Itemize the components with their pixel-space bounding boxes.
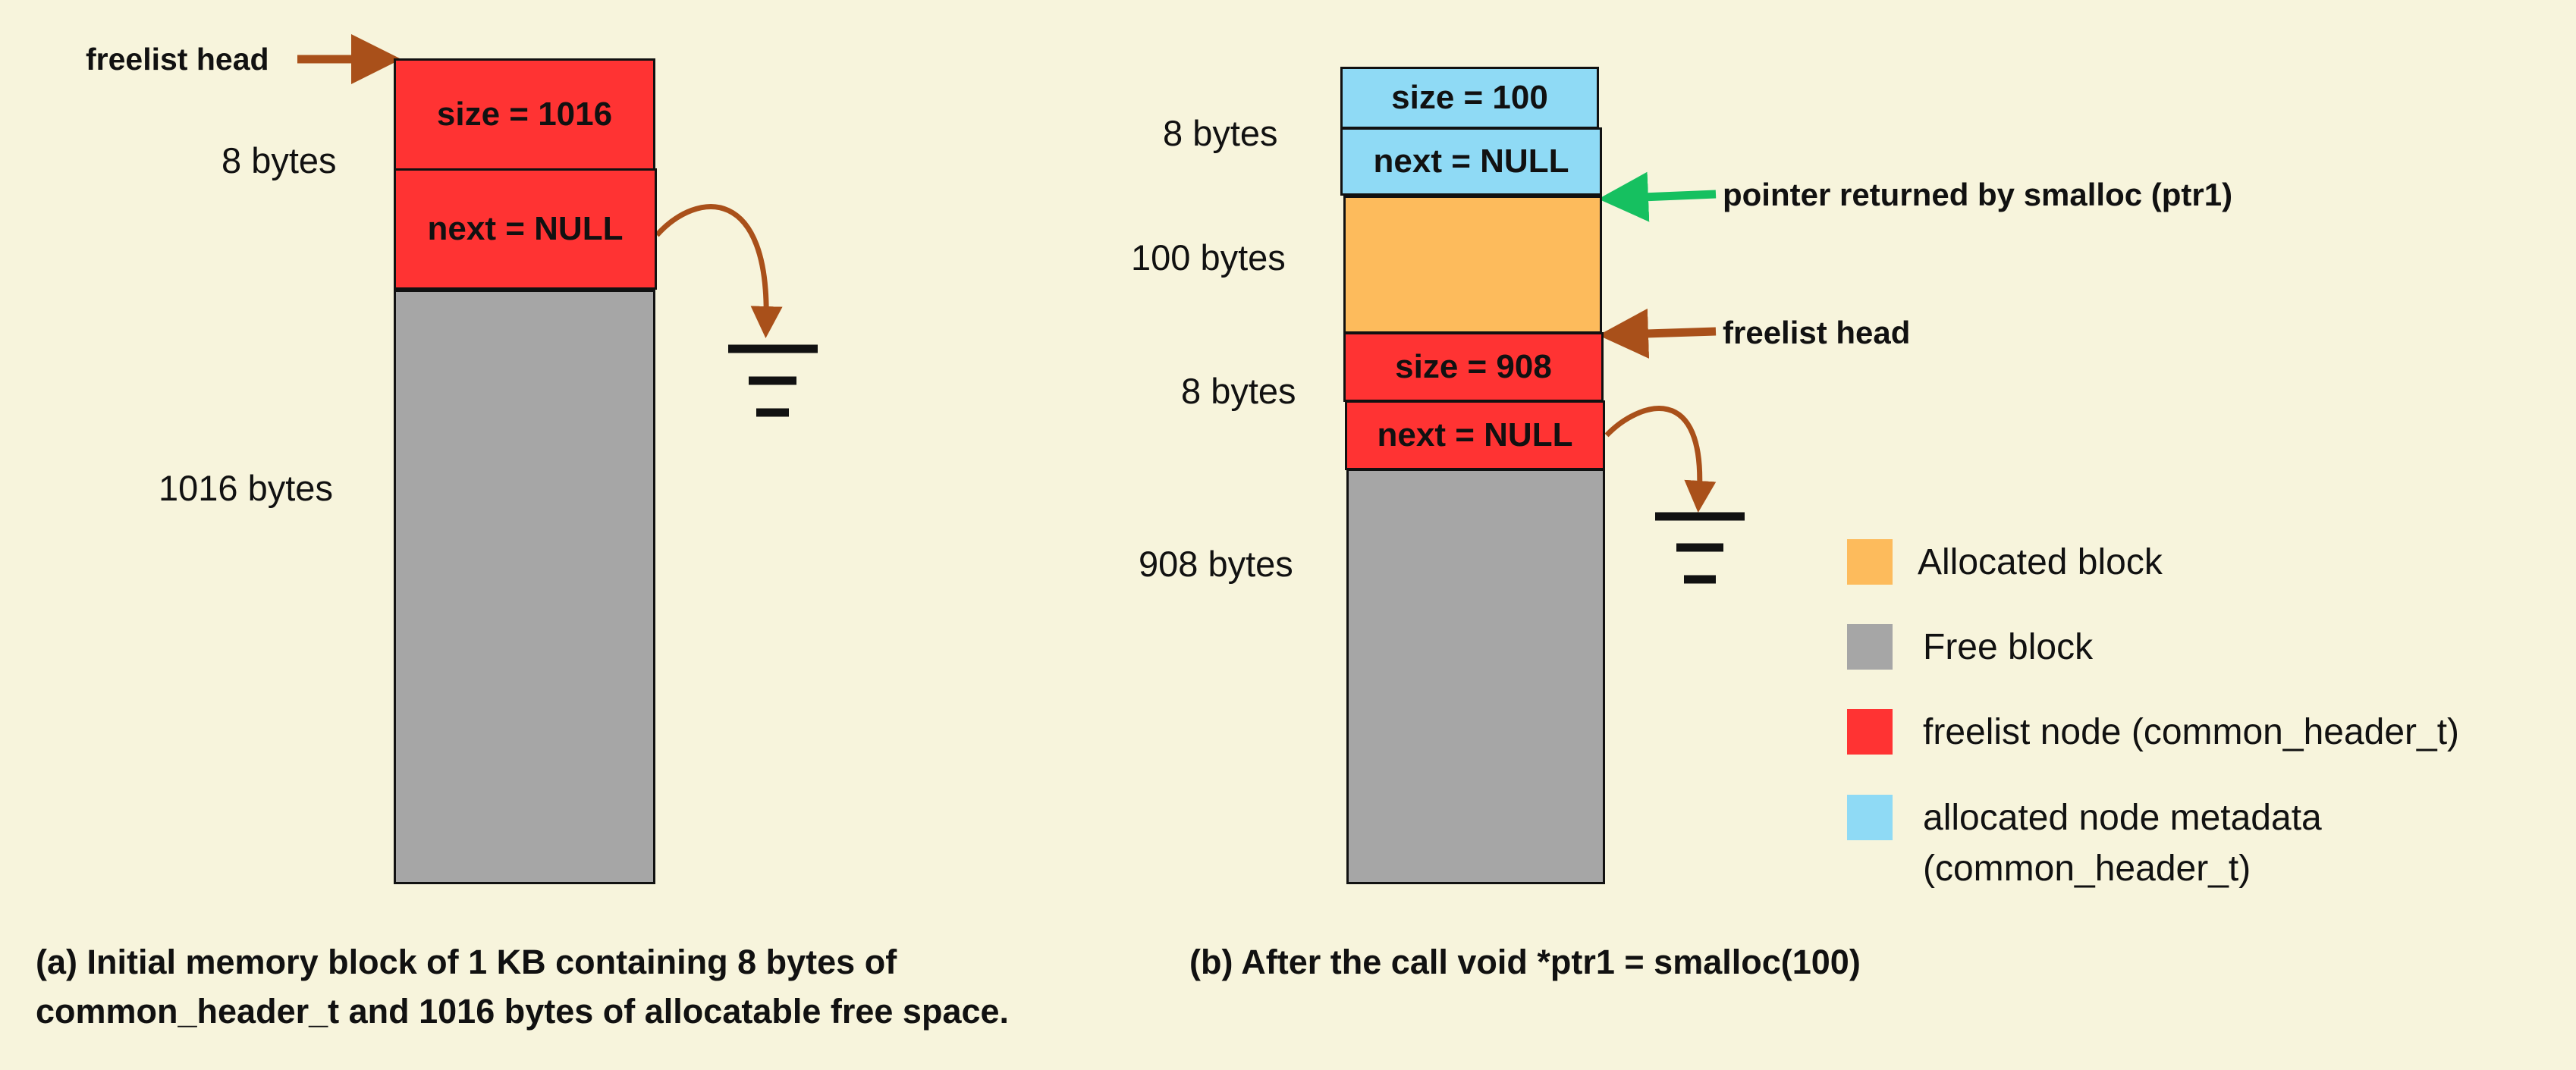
ptr1-arrow: [1598, 171, 1717, 222]
ptr1-label: pointer returned by smalloc (ptr1): [1723, 177, 2233, 212]
left-next-cell: next = NULL: [394, 168, 657, 290]
right-free-next-cell: next = NULL: [1345, 400, 1605, 470]
left-header-bytes-label: 8 bytes: [221, 140, 337, 180]
legend-label-alloc-metadata-line1: allocated node metadata: [1923, 798, 2322, 838]
right-caption: (b) After the call void *ptr1 = smalloc(…: [1189, 943, 1861, 981]
left-free-bytes-label: 1016 bytes: [159, 468, 333, 508]
left-size-cell: size = 1016: [394, 58, 655, 171]
right-alloc-bytes-label: 100 bytes: [1131, 237, 1286, 278]
right-alloc-size-cell: size = 100: [1340, 67, 1599, 129]
left-free-block: [394, 290, 655, 884]
left-next-pointer-arrow: [655, 204, 783, 338]
legend-label-freelist-node: freelist node (common_header_t): [1923, 712, 2460, 752]
legend-swatch-free: [1847, 624, 1893, 670]
right-free-header-bytes-label: 8 bytes: [1181, 371, 1296, 411]
right-freelist-head-label: freelist head: [1723, 315, 1911, 350]
right-null-ground-icon: [1655, 512, 1745, 584]
legend-label-allocated: Allocated block: [1918, 542, 2163, 582]
right-alloc-header-bytes-label: 8 bytes: [1163, 113, 1278, 153]
legend-label-alloc-metadata: allocated node metadata (common_header_t…: [1923, 792, 2322, 894]
right-free-size-cell: size = 908: [1343, 332, 1604, 402]
right-free-bytes-label: 908 bytes: [1139, 544, 1293, 584]
legend-label-alloc-metadata-line2: (common_header_t): [1923, 849, 2251, 890]
legend-label-free: Free block: [1923, 627, 2094, 667]
left-null-ground-icon: [728, 344, 818, 417]
right-allocated-block: [1343, 196, 1602, 334]
legend-swatch-alloc-metadata: [1847, 795, 1893, 840]
left-caption: (a) Initial memory block of 1 KB contain…: [36, 937, 1009, 1037]
right-next-pointer-arrow: [1604, 406, 1717, 513]
left-caption-line1: (a) Initial memory block of 1 KB contain…: [36, 943, 897, 981]
left-caption-line2: common_header_t and 1016 bytes of alloca…: [36, 992, 1010, 1031]
right-free-block: [1346, 469, 1605, 884]
legend-swatch-freelist-node: [1847, 709, 1893, 755]
left-freelist-head-label: freelist head: [86, 42, 269, 77]
right-freelist-head-arrow: [1598, 308, 1717, 359]
right-alloc-next-cell: next = NULL: [1340, 127, 1602, 196]
legend-swatch-allocated: [1847, 539, 1893, 585]
